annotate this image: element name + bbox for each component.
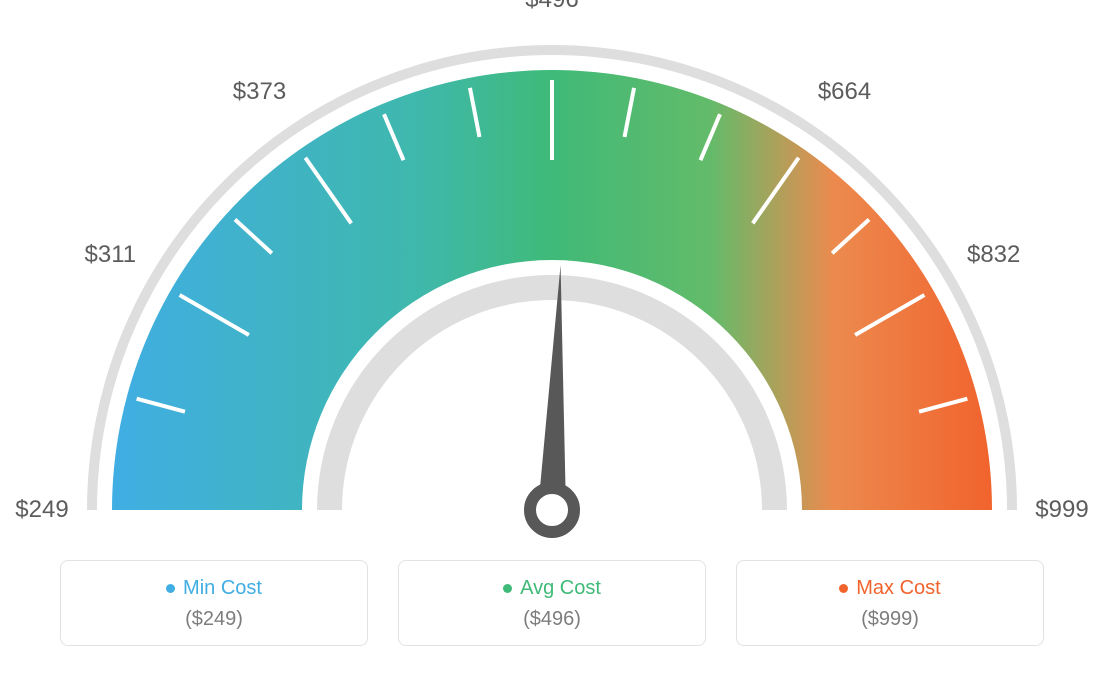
legend-value: ($999) [737, 608, 1043, 631]
legend-title-text: Max Cost [856, 577, 940, 599]
legend-dot-icon [839, 584, 848, 593]
legend-title: Avg Cost [399, 577, 705, 600]
cost-gauge: $249 $311 $373 $496 $664 $832 $999 [0, 0, 1104, 560]
legend-title-text: Avg Cost [520, 577, 601, 599]
legend-value: ($249) [61, 608, 367, 631]
gauge-needle [538, 265, 566, 510]
gauge-tick-label: $496 [525, 0, 578, 14]
legend-card: Max Cost ($999) [736, 560, 1044, 646]
legend-title-text: Min Cost [183, 577, 262, 599]
gauge-tick-label: $999 [1035, 496, 1088, 524]
gauge-tick-label: $832 [967, 241, 1020, 269]
legend-row: Min Cost ($249) Avg Cost ($496) Max Cost ($99… [0, 560, 1104, 646]
legend-value: ($496) [399, 608, 705, 631]
legend-title: Min Cost [61, 577, 367, 600]
legend-dot-icon [166, 584, 175, 593]
gauge-tick-label: $664 [818, 78, 871, 106]
gauge-tick-label: $373 [233, 78, 286, 106]
legend-card: Avg Cost ($496) [398, 560, 706, 646]
gauge-tick-label: $311 [85, 241, 137, 269]
gauge-svg [0, 0, 1104, 560]
legend-dot-icon [503, 584, 512, 593]
gauge-needle-base [530, 488, 574, 532]
legend-title: Max Cost [737, 577, 1043, 600]
legend-card: Min Cost ($249) [60, 560, 368, 646]
gauge-tick-label: $249 [15, 496, 68, 524]
